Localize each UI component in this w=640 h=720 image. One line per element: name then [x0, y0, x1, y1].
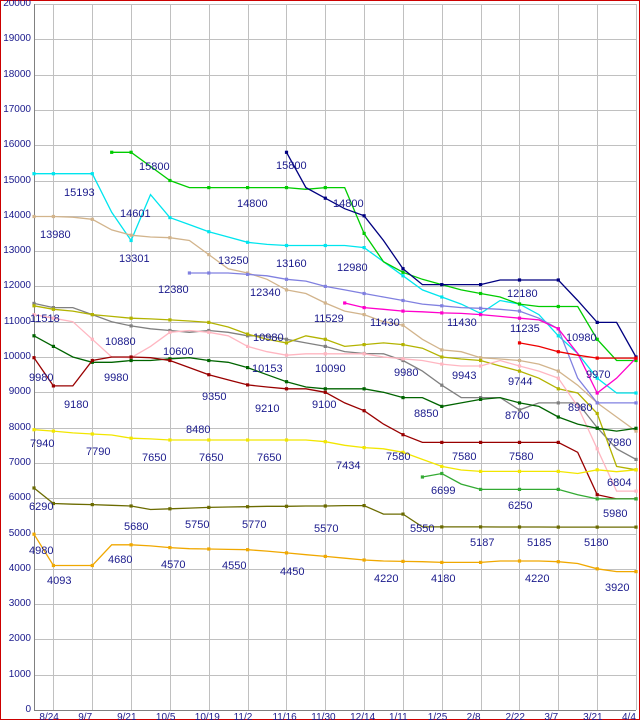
series-gray: [32, 301, 638, 461]
series-periwinkle: [187, 271, 638, 405]
series-green-mid: [420, 471, 638, 501]
series-green-bright: [110, 150, 638, 363]
series-cyan-bright: [32, 172, 638, 395]
series-dark-green: [32, 334, 638, 432]
series-orange: [32, 532, 638, 574]
series-red-bright: [517, 341, 638, 360]
series-yellow: [32, 428, 638, 475]
series-dark-olive: [32, 486, 638, 529]
series-dark-red: [32, 355, 638, 501]
series-pink: [32, 313, 638, 493]
series-olive: [32, 304, 638, 472]
